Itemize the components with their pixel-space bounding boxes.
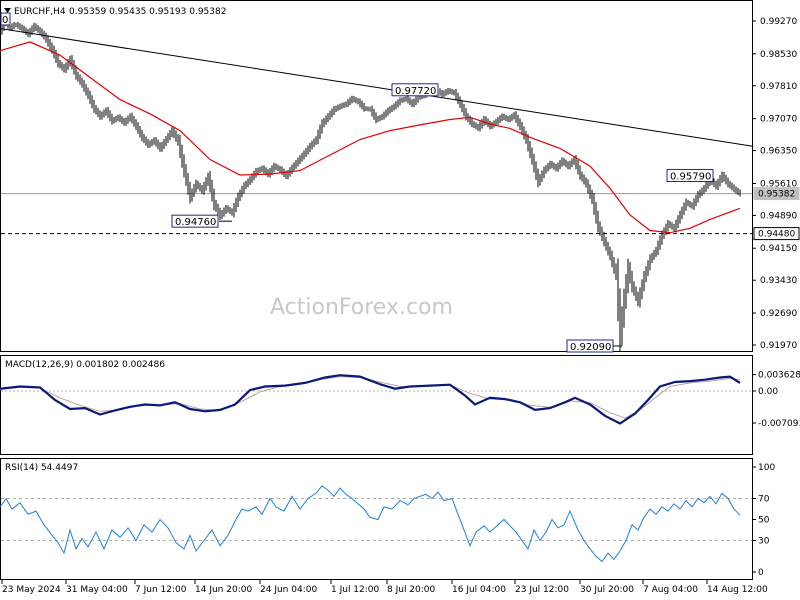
badge-text: 0: [2, 15, 8, 26]
price-annotation-box: [171, 214, 219, 228]
rsi-title: RSI(14) 54.4497: [5, 463, 78, 473]
macd-panel: [0, 355, 753, 455]
x-axis: 23 May 2024 31 May 04:00 7 Jun 12:00 14 Jun…: [1, 580, 768, 595]
x-tick-label: 31 May 04:00: [66, 585, 128, 595]
rsi-y-tick-label: 100: [758, 463, 775, 473]
macd-y-tick-label: 0.00: [758, 387, 778, 397]
y-tick-label: 0.96350: [760, 147, 797, 157]
level-price-tag-text: 0.94480: [758, 230, 795, 240]
watermark: ActionForex.com: [270, 295, 453, 320]
x-tick-label: 7 Jun 12:00: [135, 585, 187, 595]
y-tick-label: 0.94890: [760, 211, 797, 221]
price-panel: [0, 0, 753, 352]
price-annotation-text: 0.95790: [670, 171, 711, 182]
x-tick-label: 14 Jun 20:00: [195, 585, 252, 595]
y-tick-label: 0.92690: [760, 309, 797, 319]
y-tick-label: 0.97070: [760, 115, 797, 125]
macd-y-tick-label: -0.007093: [758, 419, 800, 429]
x-tick-label: 23 May 2024: [2, 585, 61, 595]
macd-y-tick-label: 0.003628: [758, 371, 800, 381]
price-annotation-text: 0.92090: [570, 342, 611, 353]
y-tick-label: 0.97810: [760, 82, 797, 92]
y-axis: 0.99270 0.98530 0.97810 0.97070 0.96350 0.956…: [752, 17, 800, 578]
price-annotation: 0.92090: [566, 339, 614, 353]
x-tick-label: 23 Jul 12:00: [515, 585, 569, 595]
price-annotation-text: 0.97720: [395, 86, 436, 97]
rsi-y-tick-label: 70: [758, 495, 770, 505]
price-header-symbol: EURCHF,H4: [14, 7, 66, 17]
price-layer: 0.94760 0.97720 0.95790 0.92090 0: [0, 12, 753, 353]
price-annotation-text: 0.94760: [175, 217, 216, 228]
x-tick-label: 8 Jul 20:00: [387, 585, 436, 595]
y-tick-label: 0.93430: [760, 276, 797, 286]
price-header-ohlc: 0.95359 0.95435 0.95193 0.95382: [69, 7, 226, 17]
collapse-triangle-icon[interactable]: [4, 8, 11, 13]
rsi-y-tick-label: 50: [758, 516, 770, 526]
x-tick-label: 14 Aug 12:00: [707, 585, 768, 595]
x-tick-label: 7 Aug 04:00: [643, 585, 698, 595]
price-annotation: 0.95790: [666, 168, 714, 182]
level-price-tag: [753, 227, 800, 241]
price-annotation: 0.97720: [391, 83, 439, 97]
price-annotation-box: [666, 168, 714, 182]
macd-layer: [0, 374, 752, 425]
price-annotation-box: [391, 83, 439, 97]
x-tick-label: 1 Jul 12:00: [331, 585, 380, 595]
y-tick-label: 0.95610: [760, 179, 797, 189]
rsi-y-tick-label: 0: [758, 568, 764, 578]
y-tick-label: 0.98530: [760, 50, 797, 60]
badge-box: [0, 12, 11, 26]
price-annotation: 0.94760: [171, 214, 219, 228]
current-price-tag: [753, 187, 800, 201]
y-tick-label: 0.91970: [760, 341, 797, 351]
x-tick-label: 30 Jul 20:00: [580, 585, 634, 595]
trendline: [0, 28, 753, 147]
macd-line: [0, 374, 741, 425]
current-price-tag-text: 0.95382: [758, 190, 795, 200]
rsi-y-tick-label: 30: [758, 537, 770, 547]
y-tick-label: 0.99270: [760, 17, 797, 27]
rsi-line: [0, 485, 741, 563]
moving-average-line: [0, 41, 741, 234]
rsi-layer: [0, 485, 752, 563]
macd-title: MACD(12,26,9) 0.001802 0.002486: [5, 360, 165, 370]
x-tick-label: 24 Jun 04:00: [260, 585, 317, 595]
x-tick-label: 16 Jul 04:00: [452, 585, 506, 595]
y-tick-label: 0.94150: [760, 244, 797, 254]
price-header-badge: 0: [0, 12, 11, 26]
